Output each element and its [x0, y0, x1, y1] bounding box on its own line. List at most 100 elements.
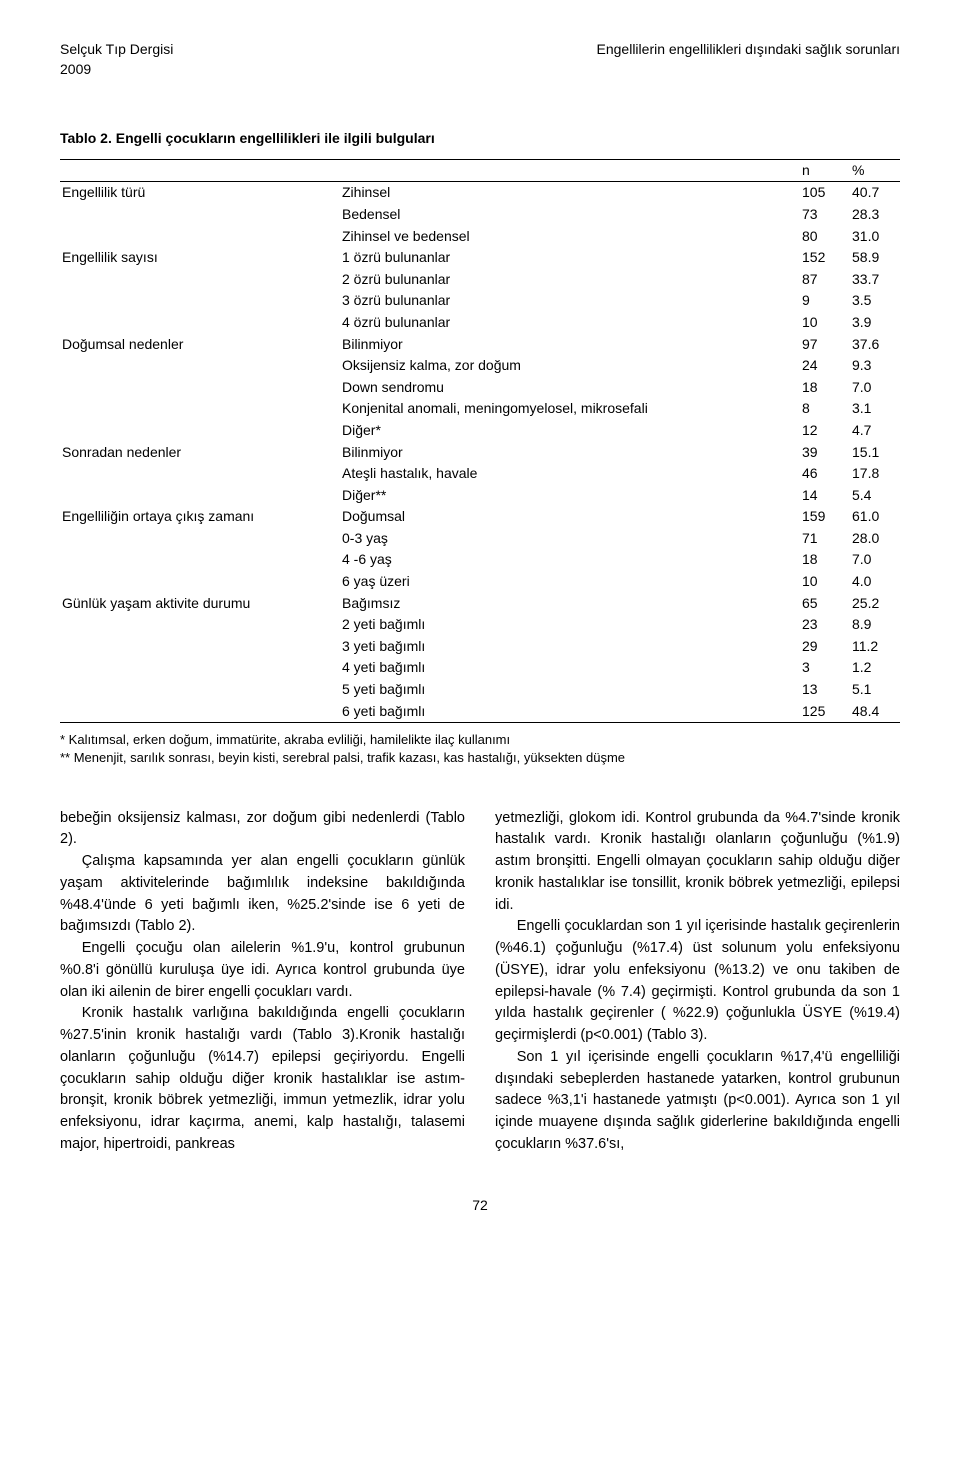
row-pct: 9.3 [850, 355, 900, 377]
paragraph: yetmezliği, glokom idi. Kontrol grubunda… [495, 808, 900, 917]
table-row: Ateşli hastalık, havale 46 17.8 [60, 463, 900, 485]
row-n: 46 [800, 463, 850, 485]
row-pct: 61.0 [850, 506, 900, 528]
row-n: 12 [800, 420, 850, 442]
row-pct: 5.1 [850, 679, 900, 701]
row-group [60, 355, 340, 377]
page-header: Selçuk Tıp Dergisi 2009 Engellilerin eng… [60, 40, 900, 79]
table-row: 3 yeti bağımlı 29 11.2 [60, 636, 900, 658]
row-n: 3 [800, 657, 850, 679]
row-label: Zihinsel [340, 182, 800, 204]
row-n: 65 [800, 593, 850, 615]
row-pct: 37.6 [850, 334, 900, 356]
row-pct: 31.0 [850, 226, 900, 248]
row-group: Engellilik sayısı [60, 247, 340, 269]
row-pct: 15.1 [850, 442, 900, 464]
row-group [60, 226, 340, 248]
row-label: 6 yeti bağımlı [340, 701, 800, 723]
row-n: 23 [800, 614, 850, 636]
column-right: yetmezliği, glokom idi. Kontrol grubunda… [495, 808, 900, 1156]
table-row: Sonradan nedenler Bilinmiyor 39 15.1 [60, 442, 900, 464]
row-group: Engellilik türü [60, 182, 340, 204]
paragraph: Engelli çocuklardan son 1 yıl içerisinde… [495, 916, 900, 1047]
row-pct: 3.9 [850, 312, 900, 334]
row-group [60, 528, 340, 550]
data-table: n % Engellilik türü Zihinsel 105 40.7 Be… [60, 159, 900, 723]
row-pct: 33.7 [850, 269, 900, 291]
table-row: Diğer** 14 5.4 [60, 485, 900, 507]
row-pct: 3.1 [850, 398, 900, 420]
row-group [60, 290, 340, 312]
row-pct: 17.8 [850, 463, 900, 485]
row-group [60, 398, 340, 420]
table-header-pct: % [850, 159, 900, 182]
row-label: Zihinsel ve bedensel [340, 226, 800, 248]
footnote-2: ** Menenjit, sarılık sonrası, beyin kist… [60, 749, 900, 767]
table-row: Oksijensiz kalma, zor doğum 24 9.3 [60, 355, 900, 377]
table-row: Konjenital anomali, meningomyelosel, mik… [60, 398, 900, 420]
row-n: 14 [800, 485, 850, 507]
paragraph: Son 1 yıl içerisinde engelli çocukların … [495, 1047, 900, 1156]
row-group: Sonradan nedenler [60, 442, 340, 464]
row-label: 4 -6 yaş [340, 549, 800, 571]
row-pct: 7.0 [850, 549, 900, 571]
table-row: Zihinsel ve bedensel 80 31.0 [60, 226, 900, 248]
row-pct: 58.9 [850, 247, 900, 269]
row-n: 152 [800, 247, 850, 269]
row-n: 71 [800, 528, 850, 550]
row-n: 105 [800, 182, 850, 204]
row-label: 1 özrü bulunanlar [340, 247, 800, 269]
table-row: 6 yaş üzeri 10 4.0 [60, 571, 900, 593]
header-right: Engellilerin engellilikleri dışındaki sa… [597, 40, 900, 79]
table-header-blank [60, 159, 340, 182]
row-label: Diğer* [340, 420, 800, 442]
row-label: Bilinmiyor [340, 442, 800, 464]
row-label: Diğer** [340, 485, 800, 507]
table-title: Tablo 2. Engelli çocukların engellilikle… [60, 129, 900, 149]
row-n: 18 [800, 549, 850, 571]
table-header-blank2 [340, 159, 800, 182]
paragraph: Kronik hastalık varlığına bakıldığında e… [60, 1003, 465, 1155]
row-group [60, 636, 340, 658]
row-pct: 5.4 [850, 485, 900, 507]
row-label: Down sendromu [340, 377, 800, 399]
row-n: 80 [800, 226, 850, 248]
row-label: Bilinmiyor [340, 334, 800, 356]
table-row: Diğer* 12 4.7 [60, 420, 900, 442]
paragraph: bebeğin oksijensiz kalması, zor doğum gi… [60, 808, 465, 852]
paragraph: Engelli çocuğu olan ailelerin %1.9'u, ko… [60, 938, 465, 1003]
row-group [60, 701, 340, 723]
row-label: 2 yeti bağımlı [340, 614, 800, 636]
row-group [60, 204, 340, 226]
table-row: Doğumsal nedenler Bilinmiyor 97 37.6 [60, 334, 900, 356]
table-row: Engelliliğin ortaya çıkış zamanı Doğumsa… [60, 506, 900, 528]
row-pct: 25.2 [850, 593, 900, 615]
table-row: Engellilik türü Zihinsel 105 40.7 [60, 182, 900, 204]
row-pct: 28.0 [850, 528, 900, 550]
row-group [60, 312, 340, 334]
row-label: 3 yeti bağımlı [340, 636, 800, 658]
table-row: 6 yeti bağımlı 125 48.4 [60, 701, 900, 723]
row-n: 97 [800, 334, 850, 356]
row-n: 13 [800, 679, 850, 701]
row-group [60, 571, 340, 593]
table-row: 4 özrü bulunanlar 10 3.9 [60, 312, 900, 334]
row-pct: 7.0 [850, 377, 900, 399]
row-group: Engelliliğin ortaya çıkış zamanı [60, 506, 340, 528]
row-label: Bağımsız [340, 593, 800, 615]
row-group [60, 485, 340, 507]
row-pct: 3.5 [850, 290, 900, 312]
row-group [60, 420, 340, 442]
table-row: 2 özrü bulunanlar 87 33.7 [60, 269, 900, 291]
row-label: 4 özrü bulunanlar [340, 312, 800, 334]
footnote-1: * Kalıtımsal, erken doğum, immatürite, a… [60, 731, 900, 749]
row-pct: 28.3 [850, 204, 900, 226]
table-row: Günlük yaşam aktivite durumu Bağımsız 65… [60, 593, 900, 615]
body-columns: bebeğin oksijensiz kalması, zor doğum gi… [60, 808, 900, 1156]
row-group [60, 679, 340, 701]
row-group [60, 657, 340, 679]
table-row: Engellilik sayısı 1 özrü bulunanlar 152 … [60, 247, 900, 269]
table-row: 2 yeti bağımlı 23 8.9 [60, 614, 900, 636]
row-label: 3 özrü bulunanlar [340, 290, 800, 312]
article-title: Engellilerin engellilikleri dışındaki sa… [597, 40, 900, 60]
